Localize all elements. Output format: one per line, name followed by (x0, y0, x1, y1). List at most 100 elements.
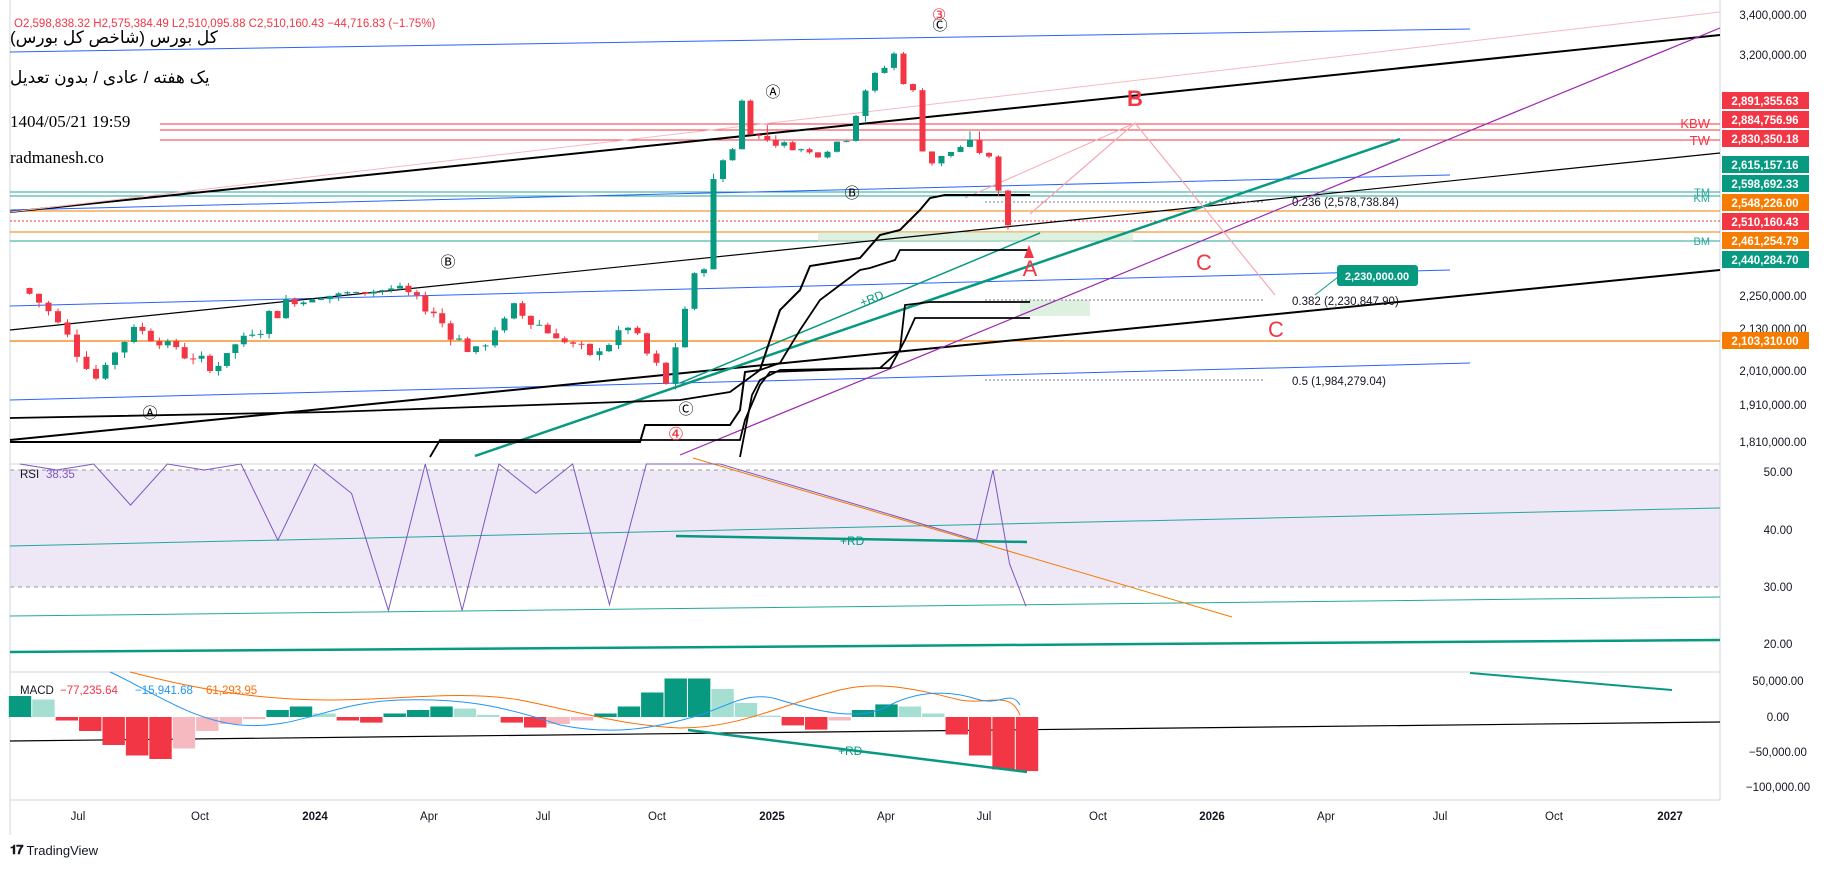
price-badge-1-bg (1722, 111, 1809, 128)
candle-body (370, 291, 377, 294)
candle-body (492, 330, 498, 346)
price-badge-9: 2,103,310.00 (1731, 336, 1798, 348)
candle-body (663, 362, 669, 384)
candle-body (596, 351, 603, 355)
price-badge-4: 2,598,692.33 (1731, 179, 1798, 191)
candle-body (772, 140, 779, 146)
macd-bar (945, 717, 968, 735)
price-badge-0-bg (1722, 92, 1809, 109)
candle-body (501, 318, 508, 331)
macd-line (109, 671, 1021, 731)
macd-bar (406, 710, 430, 717)
wave-label-big-c-2: C (1268, 317, 1284, 342)
candle-body (682, 308, 688, 348)
macd-bar (641, 692, 664, 717)
km-tag: KM (1694, 193, 1711, 205)
macd-bar (524, 717, 547, 728)
purple-trendline (679, 27, 1721, 456)
chart-title: کل بورس (شاخص کل بورس) (10, 28, 218, 47)
candle-body (995, 156, 1002, 191)
macd-bar (664, 678, 687, 717)
macd-bar (102, 717, 125, 745)
candle-body (986, 152, 992, 157)
macd-black-trendline (9, 721, 1721, 742)
candle-body (948, 151, 954, 156)
macd-bar (430, 706, 453, 717)
macd-bar (242, 717, 266, 720)
fib-0236-label: 0.236 (2,578,738.84) (1292, 197, 1399, 209)
macd-bar (758, 715, 781, 717)
candle-body (653, 353, 660, 363)
candle-body (36, 293, 42, 303)
candle-body (834, 141, 840, 152)
candle-body (353, 291, 360, 293)
candle-body (83, 356, 90, 369)
green-trendline-2 (679, 232, 1041, 384)
macd-bar (453, 708, 477, 717)
candle-body (190, 358, 197, 360)
fib-0382-label: 0.382 (2,230,847.90) (1292, 296, 1399, 308)
price-badge-9-bg (1722, 332, 1809, 349)
cloud-line-2 (9, 249, 1030, 419)
price-badge-8-bg (1722, 251, 1809, 268)
candles (26, 51, 1011, 390)
candle-body (710, 179, 717, 270)
candle-body (815, 152, 821, 158)
candle-body (976, 139, 983, 153)
price-tick-2010000: 2,010,000.00 (1739, 366, 1806, 378)
macd-tick-neg100000: −100,000.00 (1746, 782, 1810, 794)
price-badge-2: 2,830,350.18 (1731, 134, 1799, 146)
candle-body (587, 343, 593, 355)
macd-bar (711, 689, 734, 717)
candle-body (464, 338, 471, 353)
candle-body (26, 288, 33, 294)
macd-bar (992, 717, 1015, 770)
target-badge-pointer (1314, 276, 1339, 296)
macd-histogram-value: 61,293.95 (206, 685, 257, 697)
candle-body (519, 303, 526, 316)
candle-body (198, 355, 205, 359)
candle-body (405, 285, 412, 293)
black-trendline-top (9, 34, 1721, 213)
candle-body (606, 345, 612, 352)
ohlc-readout: O2,598,838.32 H2,575,384.49 L2,510,095.8… (14, 18, 436, 30)
candle-body (644, 333, 650, 354)
candle-body (300, 302, 307, 305)
candle-body (789, 142, 796, 151)
candle-body (215, 365, 222, 372)
candle-body (739, 100, 745, 150)
candle-body (274, 311, 281, 319)
candle-body (164, 341, 171, 346)
candle-body (720, 160, 726, 180)
candle-body (112, 352, 118, 365)
footer[interactable]: 𝟏𝟕 TradingView (10, 842, 98, 858)
candle-body (283, 299, 289, 319)
rsi-trendline-2 (9, 596, 1721, 617)
rsi-band (10, 470, 1720, 587)
projection-path-2 (964, 122, 1136, 199)
tradingview-logo-icon: 𝟏𝟕 (10, 842, 24, 857)
candle-body (139, 326, 146, 331)
macd-bar (547, 717, 570, 724)
candle-body (309, 299, 316, 303)
time-axis[interactable]: Jul Oct 2024 Apr Jul Oct 2025 Apr Jul Oc… (71, 811, 1683, 823)
candle-body (291, 299, 298, 305)
macd-histogram (8, 678, 1039, 772)
rsi-tick-50: 50.00 (1764, 467, 1793, 479)
macd-rd-label: +RD (838, 744, 863, 758)
fib-05-label: 0.5 (1,984,279.04) (1292, 376, 1386, 388)
macd-bar (805, 717, 828, 730)
candle-body (536, 324, 543, 326)
candle-body (872, 72, 878, 91)
candle-body (249, 334, 256, 336)
candle-body (439, 313, 446, 324)
candle-body (570, 342, 577, 344)
price-badge-6-bg (1722, 213, 1809, 230)
tw-tag: TW (1690, 133, 1711, 148)
candle-body (232, 344, 239, 354)
wave-label-a-2025: Ⓐ (765, 84, 780, 101)
time-tick-oct-2024: Oct (648, 811, 667, 823)
time-tick-2026: 2026 (1199, 811, 1225, 823)
